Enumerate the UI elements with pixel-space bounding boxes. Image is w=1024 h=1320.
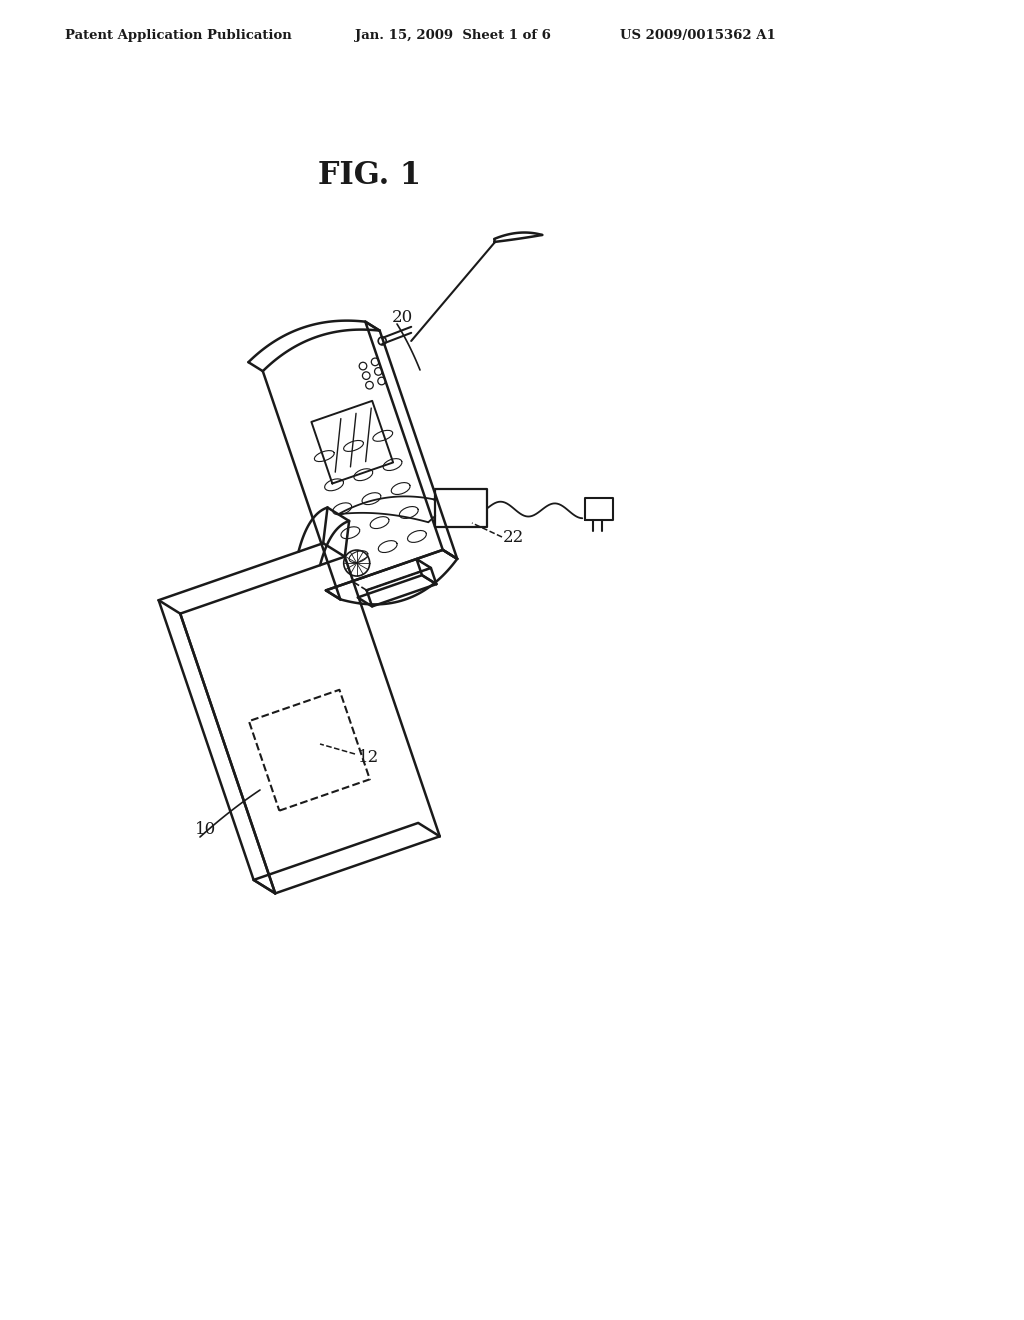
Text: 20: 20	[392, 309, 414, 326]
Text: 10: 10	[195, 821, 216, 838]
Text: 12: 12	[358, 748, 379, 766]
Text: Jan. 15, 2009  Sheet 1 of 6: Jan. 15, 2009 Sheet 1 of 6	[355, 29, 551, 41]
Text: FIG. 1: FIG. 1	[318, 160, 422, 190]
Text: Patent Application Publication: Patent Application Publication	[65, 29, 292, 41]
Text: 22: 22	[503, 528, 524, 545]
Text: US 2009/0015362 A1: US 2009/0015362 A1	[620, 29, 776, 41]
